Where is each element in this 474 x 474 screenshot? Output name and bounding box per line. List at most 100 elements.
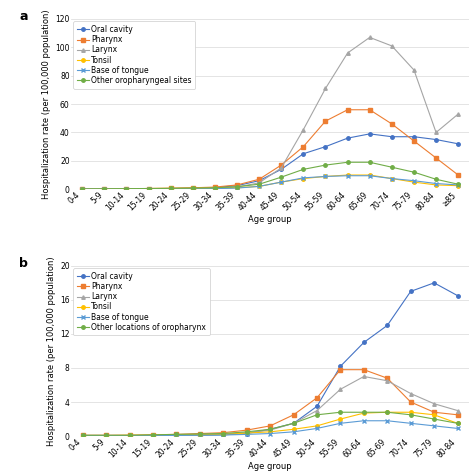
Larynx xyxy=(361,374,367,379)
Tonsil xyxy=(173,432,179,438)
Oral cavity xyxy=(101,186,107,191)
Other oropharyngeal sites xyxy=(79,186,85,192)
Y-axis label: Hospitalization rate (per 100,000 population): Hospitalization rate (per 100,000 popula… xyxy=(42,9,51,199)
Oral cavity xyxy=(301,151,306,156)
Base of tongue xyxy=(80,433,86,438)
Larynx xyxy=(256,180,262,186)
Pharynx xyxy=(256,176,262,182)
Line: Larynx: Larynx xyxy=(81,36,460,191)
Line: Larynx: Larynx xyxy=(81,375,459,438)
Other oropharyngeal sites xyxy=(301,166,306,172)
Line: Tonsil: Tonsil xyxy=(81,173,460,191)
Larynx xyxy=(220,431,226,437)
Other locations of oropharynx xyxy=(455,420,460,426)
Base of tongue xyxy=(212,186,218,191)
Larynx xyxy=(389,43,395,49)
Other locations of oropharynx xyxy=(173,431,179,437)
Tonsil xyxy=(80,433,86,438)
Tonsil xyxy=(168,185,173,191)
Oral cavity xyxy=(103,433,109,438)
Tonsil xyxy=(384,410,390,415)
Oral cavity xyxy=(314,403,320,409)
Pharynx xyxy=(190,185,196,191)
Tonsil xyxy=(408,410,413,415)
Other oropharyngeal sites xyxy=(168,185,173,191)
Pharynx xyxy=(389,121,395,127)
Line: Base of tongue: Base of tongue xyxy=(81,174,460,191)
Line: Oral cavity: Oral cavity xyxy=(81,281,459,438)
Other locations of oropharynx xyxy=(127,432,133,438)
Base of tongue xyxy=(314,426,320,431)
Other locations of oropharynx xyxy=(267,427,273,432)
Base of tongue xyxy=(411,178,417,183)
Pharynx xyxy=(80,432,86,438)
Oral cavity xyxy=(150,433,156,438)
Oral cavity xyxy=(337,364,343,369)
Oral cavity xyxy=(384,323,390,328)
Pharynx xyxy=(103,432,109,438)
Larynx xyxy=(323,86,328,91)
Oral cavity xyxy=(127,433,133,438)
Tonsil xyxy=(190,185,196,191)
Pharynx xyxy=(267,423,273,428)
Pharynx xyxy=(411,138,417,144)
Base of tongue xyxy=(256,183,262,189)
Oral cavity xyxy=(173,433,179,438)
Larynx xyxy=(345,50,350,56)
Pharynx xyxy=(220,430,226,436)
Tonsil xyxy=(79,186,85,192)
Larynx xyxy=(367,35,373,40)
Pharynx xyxy=(234,182,240,188)
Other oropharyngeal sites xyxy=(411,169,417,175)
Pharynx xyxy=(314,395,320,401)
Pharynx xyxy=(345,107,350,113)
Larynx xyxy=(190,186,196,191)
Tonsil xyxy=(455,420,460,426)
Legend: Oral cavity, Pharynx, Larynx, Tonsil, Base of tongue, Other oropharyngeal sites: Oral cavity, Pharynx, Larynx, Tonsil, Ba… xyxy=(73,21,195,89)
Other locations of oropharynx xyxy=(244,429,250,435)
Base of tongue xyxy=(220,432,226,438)
Larynx xyxy=(234,184,240,190)
Base of tongue xyxy=(244,431,250,437)
Base of tongue xyxy=(197,432,203,438)
Base of tongue xyxy=(408,420,413,426)
Tonsil xyxy=(431,412,437,418)
Tonsil xyxy=(278,179,284,185)
Base of tongue xyxy=(150,433,156,438)
Tonsil xyxy=(361,410,367,416)
Tonsil xyxy=(101,186,107,192)
Text: b: b xyxy=(19,257,28,270)
Pharynx xyxy=(101,186,107,191)
Oral cavity xyxy=(411,134,417,139)
Larynx xyxy=(103,433,109,438)
Larynx xyxy=(455,408,460,413)
Pharynx xyxy=(384,375,390,381)
Base of tongue xyxy=(79,186,85,192)
Base of tongue xyxy=(301,175,306,181)
Oral cavity xyxy=(323,144,328,149)
Line: Pharynx: Pharynx xyxy=(81,108,460,191)
Other locations of oropharynx xyxy=(220,431,226,437)
Pharynx xyxy=(455,412,460,418)
Larynx xyxy=(433,129,439,135)
Tonsil xyxy=(345,172,350,178)
Larynx xyxy=(384,378,390,383)
Other locations of oropharynx xyxy=(314,412,320,418)
Oral cavity xyxy=(433,137,439,142)
Other oropharyngeal sites xyxy=(212,185,218,191)
Base of tongue xyxy=(168,186,173,192)
Larynx xyxy=(212,186,218,191)
Pharynx xyxy=(361,367,367,373)
Oral cavity xyxy=(124,186,129,191)
Larynx xyxy=(408,391,413,396)
Oral cavity xyxy=(146,186,151,191)
Tonsil xyxy=(433,182,439,188)
Base of tongue xyxy=(190,186,196,191)
Tonsil xyxy=(389,176,395,182)
Tonsil xyxy=(220,431,226,437)
Larynx xyxy=(80,433,86,438)
Pharynx xyxy=(168,185,173,191)
Oral cavity xyxy=(408,289,413,294)
Larynx xyxy=(146,186,151,192)
Larynx xyxy=(291,420,296,426)
